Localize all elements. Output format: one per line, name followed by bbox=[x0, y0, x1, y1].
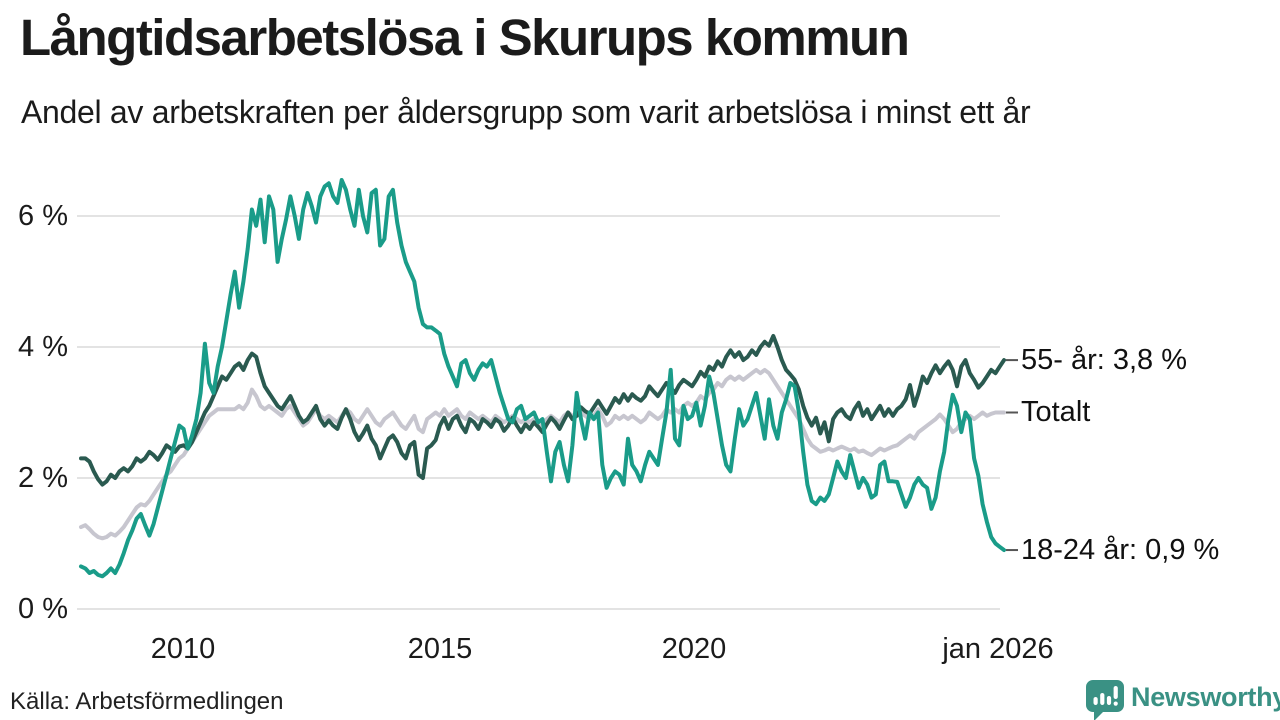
x-axis-tick-label-2010: 2010 bbox=[150, 633, 216, 665]
x-axis-tick-label-2020: 2020 bbox=[661, 633, 727, 665]
series-end-label-totalt: Totalt bbox=[1021, 396, 1091, 428]
source-note: Källa: Arbetsförmedlingen bbox=[10, 688, 284, 715]
x-axis-tick-label-2015: 2015 bbox=[407, 633, 473, 665]
newsworthy-logo: Newsworthy bbox=[1085, 679, 1280, 720]
y-axis-tick-label-0: 0 % bbox=[18, 593, 68, 625]
series-end-label-55plus: 55- år: 3,8 % bbox=[1021, 344, 1188, 376]
y-axis-tick-label-6: 6 % bbox=[18, 200, 68, 232]
x-axis-tick-label-jan-2026: jan 2026 bbox=[942, 633, 1054, 665]
series-line-18-24 bbox=[79, 178, 1006, 579]
newsworthy-bubble-chart-icon bbox=[1086, 680, 1124, 720]
series-end-label-18-24: 18-24 år: 0,9 % bbox=[1021, 534, 1220, 566]
y-axis-tick-label-4: 4 % bbox=[18, 331, 68, 363]
series-line-totalt bbox=[79, 367, 1006, 541]
y-axis-tick-label-2: 2 % bbox=[18, 462, 68, 494]
chart-title: Långtidsarbetslösa i Skurups kommun bbox=[20, 9, 910, 66]
chart-subtitle: Andel av arbetskraften per åldersgrupp s… bbox=[21, 94, 1031, 130]
newsworthy-wordmark: Newsworthy bbox=[1131, 682, 1280, 712]
